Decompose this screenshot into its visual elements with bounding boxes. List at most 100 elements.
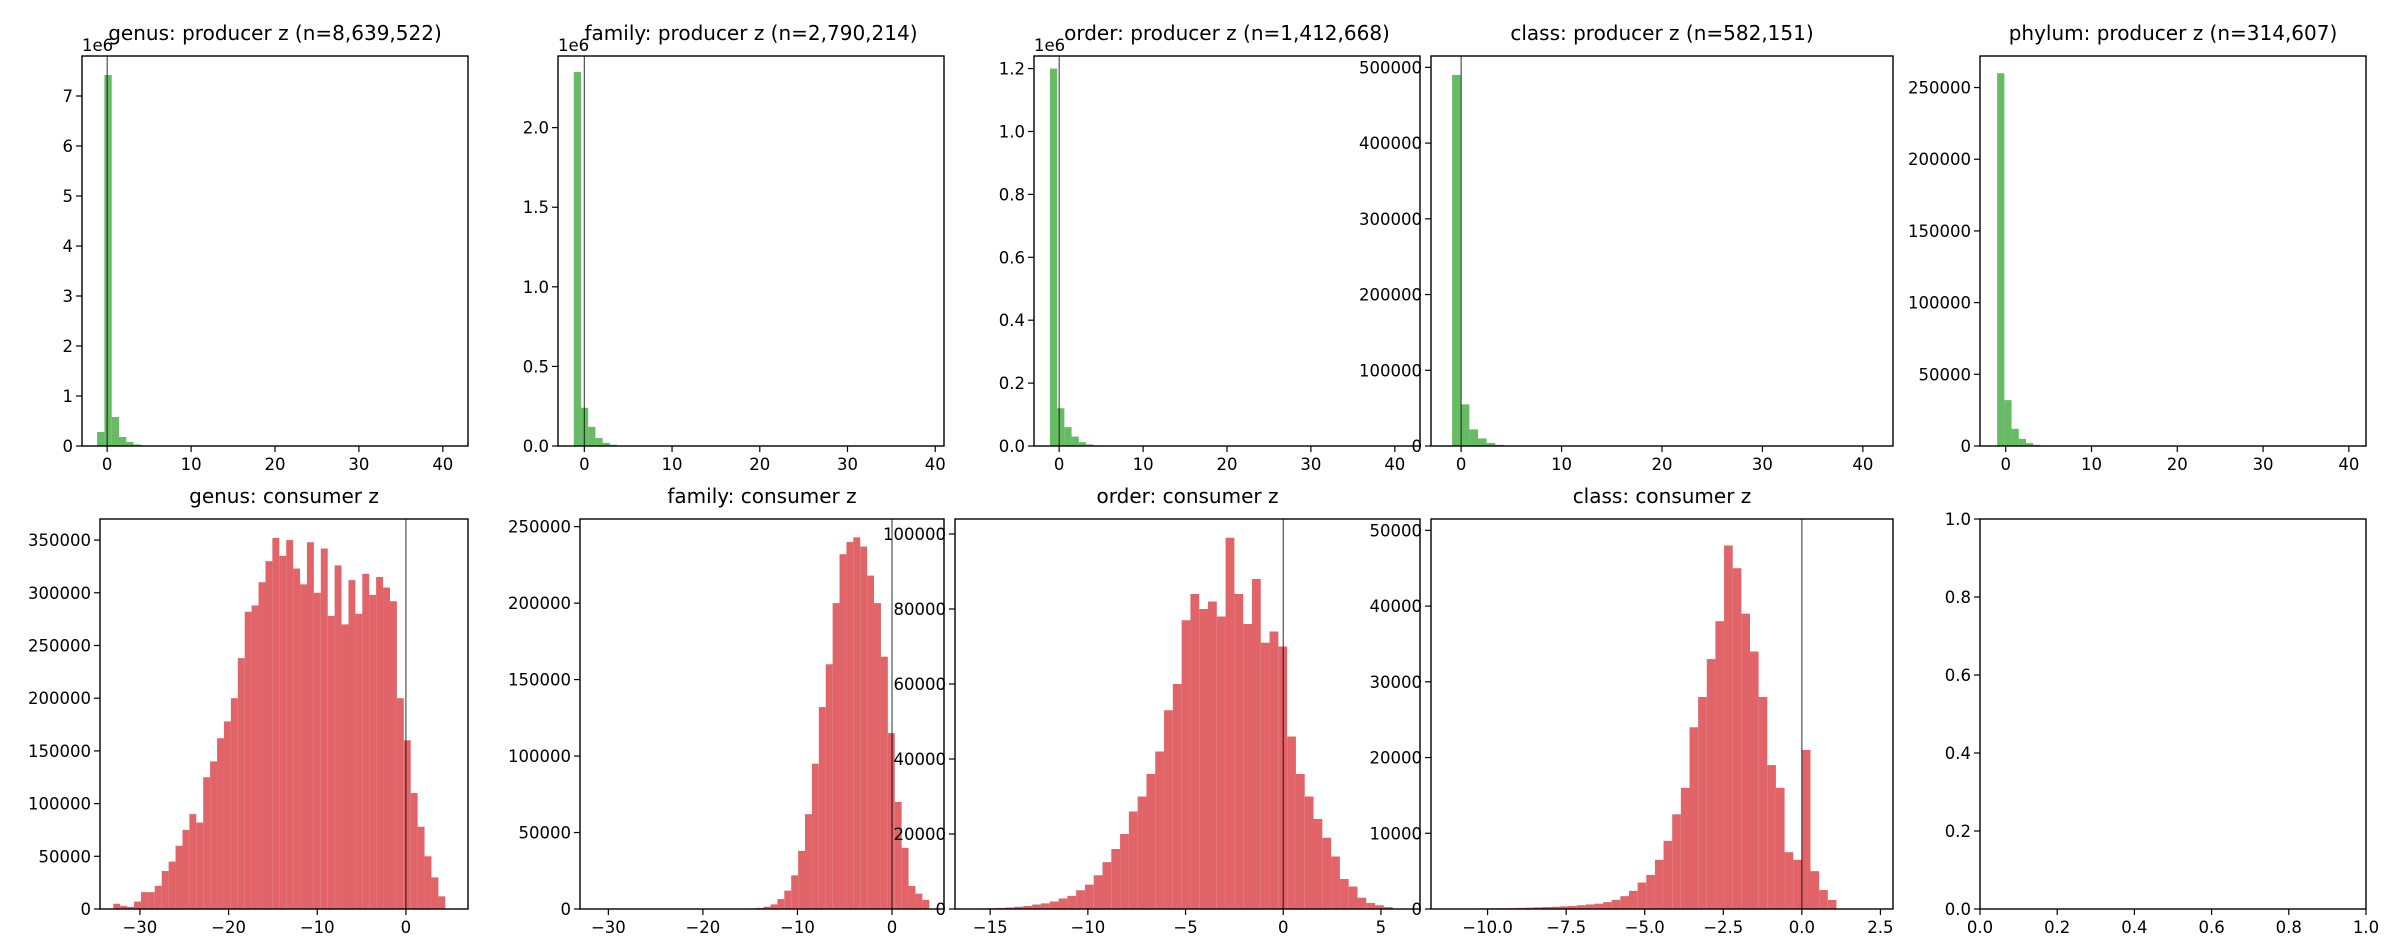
histogram-bar xyxy=(784,890,792,909)
y-tick-label: 100000 xyxy=(28,795,91,814)
histogram-bar xyxy=(147,892,155,909)
histogram-bar xyxy=(1058,898,1068,909)
panel-title: family: consumer z xyxy=(667,484,856,508)
panel-4: 0 10 20 30 40 0 100000 200000 300000 400000 500000… xyxy=(1359,21,1894,474)
x-tick-label: 30 xyxy=(348,455,369,474)
y-tick-label: 300000 xyxy=(28,584,91,603)
y-tick-label: 0 xyxy=(1412,900,1423,919)
histogram-bar xyxy=(1014,906,1024,909)
panel-7: −30 −20 −10 0050000100000150000200000250000… xyxy=(508,484,945,937)
histogram-bar xyxy=(1542,907,1552,909)
histogram-bar xyxy=(355,613,363,909)
y-tick-label: 100000 xyxy=(1908,294,1971,313)
histogram-bar xyxy=(320,548,328,909)
histogram-bar xyxy=(1827,899,1837,909)
histogram-bar xyxy=(1801,749,1811,909)
y-tick-label: 0.0 xyxy=(523,437,549,456)
histogram-bar xyxy=(1190,594,1200,909)
y-tick-label: 1.0 xyxy=(1945,510,1971,529)
histogram-bar xyxy=(1102,862,1112,910)
histogram-bar xyxy=(1128,811,1138,909)
y-tick-label: 50000 xyxy=(39,847,92,866)
y-tick-label: 0.6 xyxy=(999,248,1025,267)
histogram-bar xyxy=(223,721,231,909)
histogram-bar xyxy=(133,444,141,446)
histogram-bar xyxy=(770,904,778,909)
histogram-bar xyxy=(1758,696,1768,909)
histogram-bar xyxy=(327,615,335,909)
histogram-bar xyxy=(1078,442,1087,446)
x-tick-label: −10.0 xyxy=(1462,918,1513,937)
histogram-bar xyxy=(113,903,121,909)
histogram-bar xyxy=(1366,903,1376,909)
y-tick-label: 1.0 xyxy=(523,278,549,297)
histogram-bar xyxy=(1348,886,1358,909)
histogram-bar xyxy=(1093,875,1103,909)
y-tick-label: 0.8 xyxy=(999,185,1025,204)
y-tick-label: 0 xyxy=(1961,437,1972,456)
histogram-bar xyxy=(334,565,342,909)
x-tick-label: 30 xyxy=(837,455,858,474)
y-tick-label: 0.0 xyxy=(999,437,1025,456)
x-tick-label: 0 xyxy=(1456,455,1467,474)
y-tick-label: 100000 xyxy=(883,525,946,544)
histogram-bar xyxy=(396,698,404,909)
x-tick-label: 20 xyxy=(749,455,770,474)
histogram-bar xyxy=(1819,890,1828,909)
histogram-bar xyxy=(154,885,162,909)
histogram-bar xyxy=(403,740,411,909)
histogram-bar xyxy=(279,555,287,909)
histogram-bar xyxy=(1120,834,1129,909)
histogram-bar xyxy=(1225,537,1235,909)
histogram-bar xyxy=(1049,68,1058,446)
histogram-bar xyxy=(1698,696,1707,909)
histogram-bar xyxy=(424,856,432,909)
histogram-bar xyxy=(1810,871,1820,909)
y-tick-label: 200000 xyxy=(1908,150,1971,169)
x-tick-label: 40 xyxy=(1384,455,1405,474)
histogram-bar xyxy=(1620,896,1629,909)
histogram-bar xyxy=(369,594,377,909)
x-tick-label: −10 xyxy=(780,918,815,937)
histogram-bar xyxy=(1603,902,1612,909)
histogram-bar xyxy=(1706,659,1716,909)
panel-title: order: consumer z xyxy=(1097,484,1279,508)
y-tick-label: 0.2 xyxy=(1945,822,1971,841)
axes-frame xyxy=(99,518,469,910)
histogram-bar xyxy=(901,847,909,909)
x-tick-label: 10 xyxy=(181,455,202,474)
histogram-bar xyxy=(272,537,280,909)
x-tick-label: −2.5 xyxy=(1703,918,1743,937)
histogram-bar xyxy=(1775,787,1785,909)
histogram-bar xyxy=(805,814,812,909)
histogram-bar xyxy=(846,541,854,909)
x-tick-label: 10 xyxy=(1133,455,1154,474)
y-tick-label: 50000 xyxy=(1370,521,1423,540)
y-tick-label: 250000 xyxy=(508,518,571,537)
histogram-bar xyxy=(1076,890,1085,909)
histogram-bar xyxy=(1793,859,1802,909)
histogram-bar xyxy=(1568,905,1578,909)
y-tick-label: 100000 xyxy=(1359,361,1422,380)
histogram-bar xyxy=(1331,856,1340,909)
y-tick-label: 40000 xyxy=(1370,597,1423,616)
axes-frame xyxy=(1979,55,2367,447)
y-tick-label: 3 xyxy=(63,287,74,306)
x-tick-label: −15 xyxy=(973,918,1008,937)
y-tick-label: 200000 xyxy=(1359,286,1422,305)
x-tick-label: 0 xyxy=(102,455,113,474)
histogram-bar xyxy=(237,658,245,909)
y-tick-label: 0.0 xyxy=(1945,900,1971,919)
y-tick-label: 500000 xyxy=(1359,58,1422,77)
histogram-bar xyxy=(1646,874,1655,909)
histogram-bar xyxy=(251,605,259,909)
histogram-bar xyxy=(1767,765,1776,909)
x-tick-label: 0.6 xyxy=(2198,918,2224,937)
histogram-bar xyxy=(1375,905,1384,909)
histogram-bar xyxy=(286,540,294,909)
histogram-bar xyxy=(867,575,875,909)
histogram-bar xyxy=(860,546,868,909)
histogram-bar xyxy=(1654,859,1664,909)
histogram-bar xyxy=(410,793,418,909)
